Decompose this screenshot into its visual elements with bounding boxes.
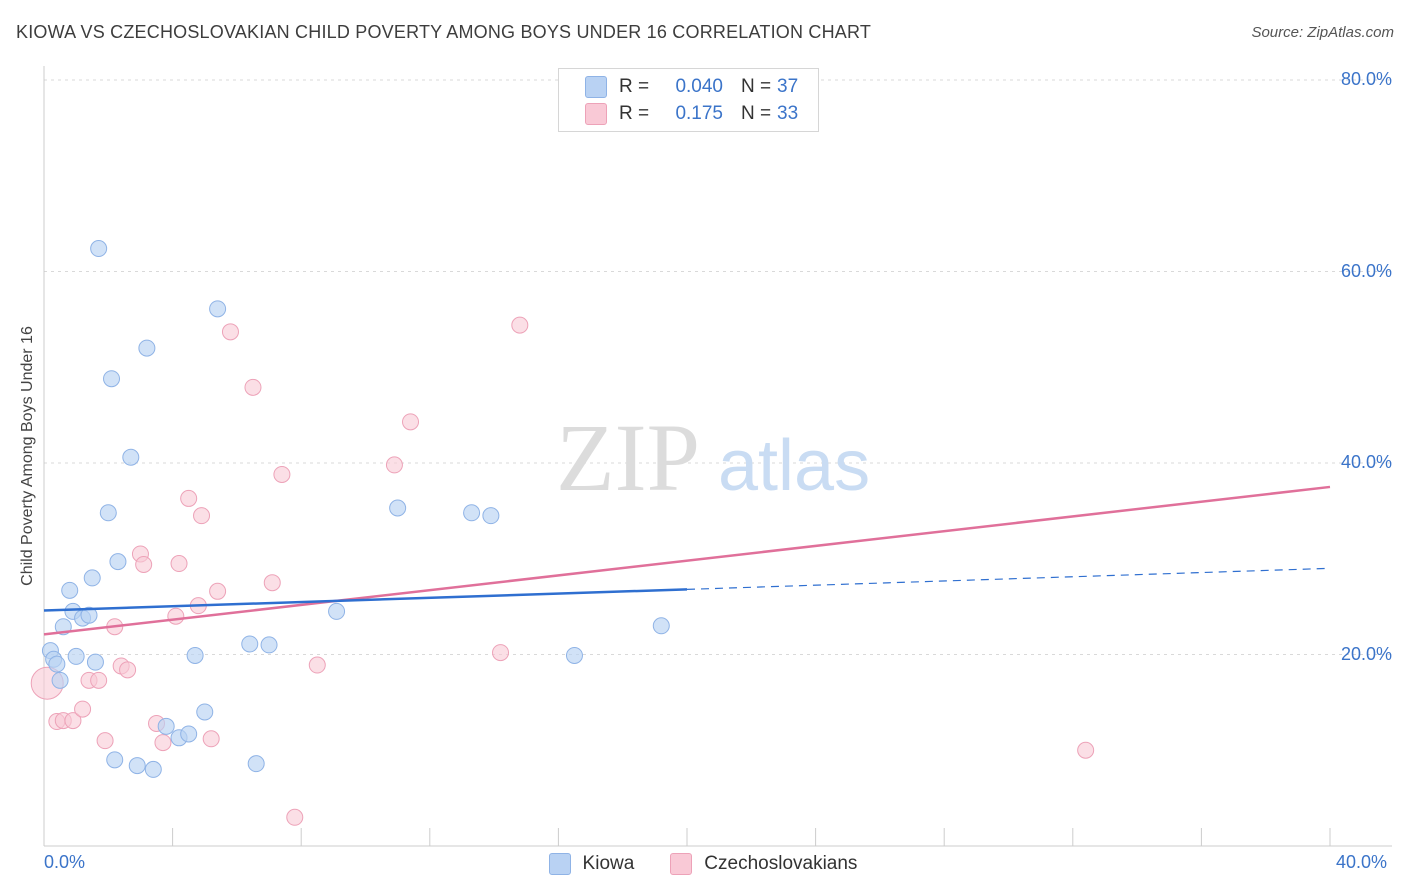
kiowa-point bbox=[106, 751, 124, 769]
watermark-zip: ZIP bbox=[556, 404, 700, 511]
legend-row-czech: R = 0.175 N = 33 bbox=[585, 101, 798, 127]
kiowa-point bbox=[652, 617, 670, 635]
czech-swatch bbox=[585, 103, 607, 125]
kiowa-r-value: 0.040 bbox=[675, 76, 723, 97]
correlation-legend: R = 0.040 N = 37 R = 0.175 N = 33 bbox=[558, 68, 819, 132]
czech-point bbox=[1077, 741, 1095, 759]
kiowa-point bbox=[144, 760, 162, 778]
kiowa-point bbox=[389, 499, 407, 517]
x-tick-min: 0.0% bbox=[44, 852, 86, 872]
kiowa-point bbox=[196, 703, 214, 721]
czech-swatch bbox=[670, 853, 693, 875]
czech-point bbox=[135, 555, 153, 573]
n-label: N = bbox=[741, 103, 772, 124]
czech-point bbox=[154, 734, 172, 752]
kiowa-point bbox=[209, 300, 227, 318]
trend-lines bbox=[43, 485, 1331, 636]
czech-point bbox=[170, 555, 188, 573]
gridlines bbox=[44, 79, 1392, 655]
czech-point bbox=[90, 671, 108, 689]
czech-label: Czechoslovakians bbox=[704, 853, 858, 874]
kiowa-point bbox=[83, 569, 101, 587]
kiowa-point bbox=[565, 646, 583, 664]
kiowa-points bbox=[41, 240, 670, 778]
kiowa-point bbox=[260, 636, 278, 654]
czech-r-value: 0.175 bbox=[675, 103, 723, 124]
czech-point bbox=[64, 712, 82, 730]
czech-point bbox=[193, 507, 211, 525]
czech-point bbox=[308, 656, 326, 674]
kiowa-trend-line bbox=[43, 588, 688, 612]
kiowa-point bbox=[99, 504, 117, 522]
kiowa-point bbox=[186, 646, 204, 664]
czech-point bbox=[263, 574, 281, 592]
czech-point bbox=[286, 808, 304, 826]
kiowa-point bbox=[128, 757, 146, 775]
czech-point bbox=[492, 644, 510, 662]
kiowa-point bbox=[67, 647, 85, 665]
y-tick-label: 40.0% bbox=[1340, 452, 1392, 472]
kiowa-label: Kiowa bbox=[582, 853, 635, 874]
kiowa-swatch bbox=[548, 853, 571, 875]
legend-item-czech[interactable]: Czechoslovakians bbox=[670, 853, 857, 875]
y-tick-label: 20.0% bbox=[1340, 643, 1392, 664]
watermark-atlas: atlas bbox=[718, 426, 870, 506]
kiowa-point bbox=[122, 448, 140, 466]
kiowa-point bbox=[241, 635, 259, 653]
czech-point bbox=[167, 607, 185, 625]
legend-item-kiowa[interactable]: Kiowa bbox=[548, 853, 635, 875]
series-legend: Kiowa Czechoslovakians bbox=[0, 852, 1406, 876]
czech-point bbox=[202, 730, 220, 748]
kiowa-point bbox=[86, 653, 104, 671]
czech-point bbox=[96, 732, 114, 750]
czech-point bbox=[273, 465, 291, 483]
czech-trend-line bbox=[43, 485, 1331, 636]
czech-point bbox=[402, 413, 420, 431]
czech-point bbox=[385, 456, 403, 474]
czech-point bbox=[180, 489, 198, 507]
czech-point bbox=[221, 323, 239, 341]
y-tick-label: 80.0% bbox=[1340, 69, 1392, 89]
kiowa-point bbox=[482, 507, 500, 525]
x-tick-max: 40.0% bbox=[1336, 852, 1388, 872]
czech-points bbox=[30, 316, 1095, 826]
kiowa-point bbox=[247, 755, 265, 773]
kiowa-point bbox=[61, 581, 79, 599]
czech-point bbox=[119, 661, 137, 679]
legend-row-kiowa: R = 0.040 N = 37 bbox=[585, 74, 798, 100]
kiowa-trend-extension bbox=[686, 567, 1331, 590]
kiowa-point bbox=[103, 370, 121, 388]
czech-point bbox=[74, 700, 92, 718]
czech-n-value: 33 bbox=[777, 103, 799, 124]
chart-title: KIOWA VS CZECHOSLOVAKIAN CHILD POVERTY A… bbox=[16, 22, 872, 42]
czech-point bbox=[511, 316, 529, 334]
kiowa-n-value: 37 bbox=[777, 76, 799, 97]
czech-point bbox=[244, 378, 262, 396]
kiowa-point bbox=[463, 504, 481, 522]
czech-point bbox=[209, 582, 227, 600]
n-label: N = bbox=[741, 76, 772, 97]
kiowa-point bbox=[157, 717, 175, 735]
watermark: ZIP atlas bbox=[556, 404, 870, 511]
kiowa-point bbox=[328, 602, 346, 620]
kiowa-point bbox=[51, 671, 69, 689]
kiowa-point bbox=[109, 553, 127, 571]
y-tick-label: 60.0% bbox=[1340, 260, 1392, 281]
kiowa-point bbox=[180, 725, 198, 743]
r-label: R = bbox=[619, 76, 650, 97]
source-credit: Source: ZipAtlas.com bbox=[1251, 24, 1394, 41]
kiowa-point bbox=[48, 655, 66, 673]
kiowa-point bbox=[80, 606, 98, 624]
kiowa-point bbox=[138, 339, 156, 357]
r-label: R = bbox=[619, 103, 650, 124]
kiowa-swatch bbox=[585, 76, 607, 98]
kiowa-point bbox=[90, 240, 108, 258]
axes bbox=[43, 66, 1392, 847]
